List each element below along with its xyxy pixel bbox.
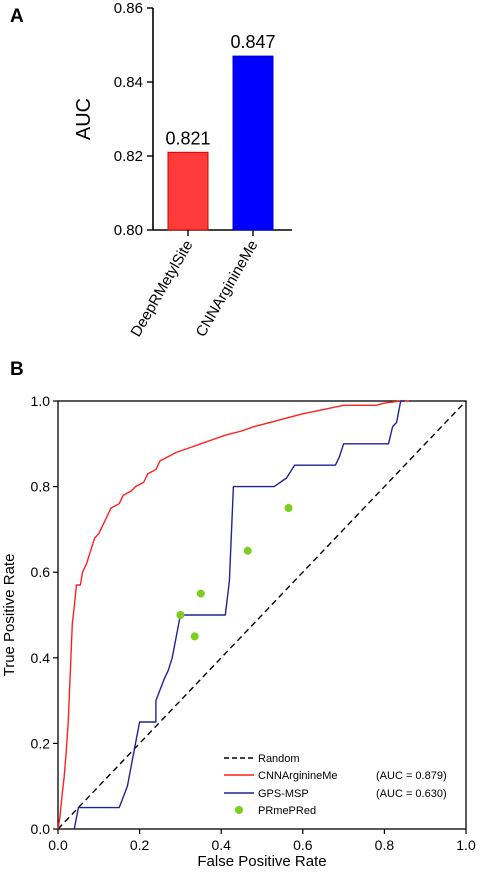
legend-label: PRmePRed xyxy=(258,805,316,817)
legend-label: GPS-MSP xyxy=(258,788,309,800)
y-tick-label: 0.6 xyxy=(31,564,51,580)
y-tick-label: 0.80 xyxy=(114,222,143,239)
x-tick-label: 0.0 xyxy=(48,837,68,853)
y-axis-title: AUC xyxy=(73,98,95,140)
prmepred-point xyxy=(284,504,293,512)
gps-msp-roc-curve xyxy=(73,400,405,830)
y-tick-label: 0.2 xyxy=(31,735,51,751)
roc-chart-panel: 0.0 0.2 0.4 0.6 0.8 1.0 0.0 0.2 0.4 0.6 0.8 1.0 Fals… xyxy=(1,393,476,870)
y-tick-label: 0.8 xyxy=(31,479,51,495)
prmepred-point xyxy=(243,546,252,555)
y-tick-label: 0.84 xyxy=(114,74,143,91)
legend: Random CNNArginineMe (AUC = 0.879) GPS-MSP (… xyxy=(224,753,447,817)
y-tick-label: 0.86 xyxy=(114,0,143,17)
y-tick-label: 0.82 xyxy=(114,148,143,165)
bar-value-label: 0.821 xyxy=(165,128,210,148)
prmepred-point xyxy=(196,589,205,598)
legend-marker xyxy=(235,806,243,814)
x-tick-label: 0.2 xyxy=(130,837,150,853)
bar xyxy=(167,151,209,231)
legend-auc: (AUC = 0.879) xyxy=(376,770,447,782)
prmepred-point xyxy=(190,632,199,641)
panel-label-b: B xyxy=(10,359,24,380)
x-tick-label: 0.4 xyxy=(211,837,231,853)
x-tick-label: CNNArginineMe xyxy=(193,238,262,340)
bar-value-label: 0.847 xyxy=(230,32,275,52)
x-tick-label: DeepRMetylSite xyxy=(128,238,197,340)
plot-frame xyxy=(57,400,467,830)
random-diagonal-line xyxy=(57,400,467,830)
x-tick-label: 1.0 xyxy=(456,837,476,853)
x-axis-title: False Positive Rate xyxy=(197,853,326,870)
y-tick-label: 0.0 xyxy=(31,821,51,837)
y-axis-title: True Positive Rate xyxy=(1,554,18,677)
legend-auc: (AUC = 0.630) xyxy=(376,788,447,800)
bar-chart-panel: 0.80 0.82 0.84 0.86 AUC 0.821 DeepRMetylSite 0.… xyxy=(73,0,292,340)
prmepred-point xyxy=(176,611,185,619)
panel-label-a: A xyxy=(10,6,24,27)
legend-label: CNNArginineMe xyxy=(258,770,337,782)
x-tick-label: 0.8 xyxy=(375,837,395,853)
y-tick-label: 1.0 xyxy=(31,393,51,409)
bar xyxy=(232,55,274,231)
legend-label: Random xyxy=(258,753,300,765)
y-tick-label: 0.4 xyxy=(31,650,51,666)
x-tick-label: 0.6 xyxy=(293,837,313,853)
cnnargininеme-roc-curve xyxy=(57,400,409,830)
